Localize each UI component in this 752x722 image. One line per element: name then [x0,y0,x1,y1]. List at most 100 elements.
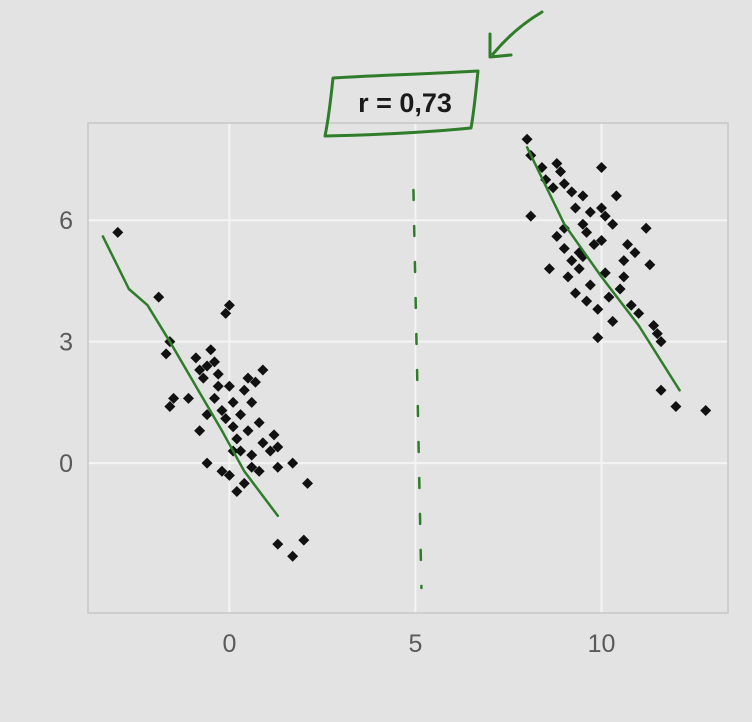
data-point [566,186,578,198]
data-point [614,283,626,295]
data-point [618,255,630,267]
data-point [194,364,206,376]
data-point [220,413,232,425]
data-point [220,307,232,319]
fit-line [525,146,681,392]
data-point [201,457,213,469]
data-point [521,133,533,145]
data-point [670,400,682,412]
data-point [190,352,202,364]
data-point [584,206,596,218]
data-point [577,218,589,230]
data-point [223,380,235,392]
data-point [231,486,243,498]
data-point [577,190,589,202]
y-tick-label: 6 [59,207,73,235]
data-point [547,182,559,194]
data-point [209,356,221,368]
data-point [209,392,221,404]
data-point [551,230,563,242]
data-point [595,162,607,174]
data-point [655,384,667,396]
r-annotation-box [323,69,480,138]
data-point [543,263,555,275]
data-point [298,534,310,546]
data-point [201,360,213,372]
data-point [607,315,619,327]
data-point [227,396,239,408]
plot-panel-border [87,122,729,614]
data-point [238,384,250,396]
data-points [112,133,712,562]
data-point [268,429,280,441]
data-point [246,449,258,461]
data-point [272,538,284,550]
data-point [212,368,224,380]
data-point [633,307,645,319]
data-point [253,417,265,429]
data-point [242,372,254,384]
x-tick-label: 10 [588,630,616,658]
x-tick-label: 0 [222,630,236,658]
data-point [581,295,593,307]
data-point [584,279,596,291]
data-point [599,267,611,279]
data-point [253,465,265,477]
tick-labels: 0 5 10 0 3 6 [59,207,615,658]
data-point [264,445,276,457]
data-point [569,287,581,299]
y-tick-label: 0 [59,450,73,478]
data-point [112,226,124,238]
data-point [599,210,611,222]
data-point [566,255,578,267]
data-point [246,461,258,473]
data-point [551,157,563,169]
x-tick-label: 5 [408,630,422,658]
data-point [655,336,667,348]
data-point [216,405,228,417]
data-point [595,234,607,246]
data-point [194,425,206,437]
data-point [235,409,247,421]
annotation-ink [101,146,681,590]
data-point [558,222,570,234]
data-point [160,348,172,360]
data-point [227,421,239,433]
data-point [223,299,235,311]
data-point [525,210,537,222]
data-point [231,433,243,445]
data-point [212,380,224,392]
data-point [555,166,567,178]
data-point [651,328,663,340]
data-point [618,271,630,283]
data-point [164,400,176,412]
data-point [205,344,217,356]
data-point [182,392,194,404]
data-point [592,332,604,344]
data-point [272,461,284,473]
data-point [558,178,570,190]
data-point [588,238,600,250]
data-point [625,299,637,311]
data-point [581,226,593,238]
data-point [287,457,299,469]
data-point [562,271,574,283]
data-point [168,392,180,404]
data-point [153,291,165,303]
dashed-divider [412,188,423,590]
data-point [216,465,228,477]
data-point [223,469,235,481]
data-point [595,202,607,214]
r-annotation: r = 0,73 [323,10,544,138]
arrow-head-icon [488,32,513,59]
data-point [197,372,209,384]
data-point [287,550,299,562]
data-point [238,477,250,489]
data-point [610,190,622,202]
data-point [235,445,247,457]
fit-line [101,235,280,518]
data-point [644,259,656,271]
data-point [249,376,261,388]
